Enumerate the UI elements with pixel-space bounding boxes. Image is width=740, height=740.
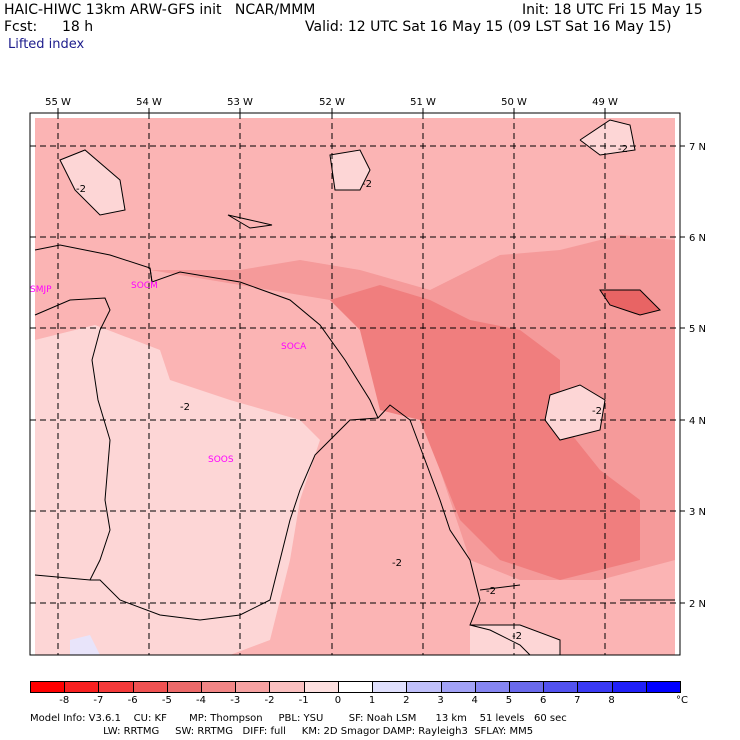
colorbar-swatch [508, 681, 545, 693]
colorbar-swatch [645, 681, 681, 693]
contour-label: -2 [362, 179, 372, 190]
colorbar-swatch [543, 681, 579, 693]
colorbar-unit: °C [676, 695, 688, 706]
colorbar-tick-label: -8 [59, 695, 70, 706]
map-frame [29, 112, 681, 656]
contour-n [329, 149, 371, 191]
valid-time: Valid: 12 UTC Sat 16 May 15 (09 LST Sat … [305, 19, 672, 35]
colorbar-swatch [235, 681, 271, 693]
colorbar-swatch [64, 681, 100, 693]
latlon-grid [30, 113, 680, 655]
contour-label: -2 [592, 406, 602, 417]
field-name: Lifted index [8, 37, 85, 52]
contour-label: -2 [512, 631, 522, 642]
strongest-instability-cell [600, 290, 660, 315]
lat-label-4n: 4 N [689, 416, 706, 427]
lon-label-53w: 53 W [227, 97, 253, 108]
contour-label: -2 [180, 402, 190, 413]
colorbar-tick-label: 3 [437, 695, 444, 706]
colorbar-tick-label: 6 [539, 695, 547, 706]
model-info-line-1: Model Info: V3.6.1 CU: KF MP: Thompson P… [30, 713, 567, 724]
stable-cell-n [330, 150, 370, 190]
colorbar-tick-label: 4 [471, 695, 478, 706]
border-suriname-guyane [34, 297, 111, 581]
colorbar-tick-label: 8 [608, 695, 615, 706]
lat-label-3n: 3 N [689, 507, 706, 518]
colorbar-swatch [166, 681, 203, 693]
colorbar-tick-label: 2 [403, 695, 410, 706]
forecast-label: Fcst: [4, 19, 38, 35]
init-time: Init: 18 UTC Fri 15 May 15 [522, 2, 703, 18]
contour-label: -2 [618, 144, 628, 155]
colorbar-swatch [30, 681, 66, 693]
border-north [149, 267, 153, 283]
colorbar-tick-label: 5 [505, 695, 513, 706]
colorbar-swatch [577, 681, 613, 693]
coastlines-and-borders [34, 244, 531, 655]
forecast-hour: 18 h [62, 19, 94, 35]
stable-land-region [35, 325, 320, 655]
contour-nw [59, 149, 126, 216]
colorbar-tick-label: 1 [368, 695, 376, 706]
shaded-field [30, 113, 680, 655]
colorbar-swatch [611, 681, 647, 693]
colorbar-tick-label: -3 [230, 695, 241, 706]
colorbar-swatch [269, 681, 305, 693]
model-title: HAIC-HIWC 13km ARW-GFS init NCAR/MMM [4, 2, 316, 18]
lon-label-55w: 55 W [45, 97, 71, 108]
colorbar-tick-label: -2 [264, 695, 275, 706]
colorbar-swatch [98, 681, 134, 693]
colorbar-swatch [406, 681, 442, 693]
contour-label: -2 [76, 184, 86, 195]
stable-cell-e [545, 385, 605, 440]
contour-small-north [227, 214, 273, 229]
station-socm: SOCM [131, 281, 158, 291]
colorbar-tick-label: -7 [93, 695, 104, 706]
border-brazil-guyane [90, 417, 379, 621]
station-soos: SOOS [208, 455, 234, 465]
colorbar-swatch [474, 681, 510, 693]
lat-label-6n: 6 N [689, 233, 706, 244]
lifted-index-map: 55 W 54 W 53 W 52 W 51 W 50 W 49 W 7 N 6… [29, 97, 706, 656]
contour-coastal [479, 584, 521, 591]
colorbar-swatch [337, 681, 374, 693]
colorbar-tick-label: -6 [127, 695, 138, 706]
lon-label-49w: 49 W [592, 97, 618, 108]
contour-se [470, 624, 561, 655]
colorbar-tick-label: -5 [161, 695, 172, 706]
lat-label-7n: 7 N [689, 142, 706, 153]
colorbar-tick-label: -1 [298, 695, 309, 706]
frame-ticks [57, 108, 685, 604]
lon-label-51w: 51 W [410, 97, 436, 108]
lon-label-54w: 54 W [136, 97, 162, 108]
model-info-line-2: LW: RRTMG SW: RRTMG DIFF: full KM: 2D Sm… [30, 726, 534, 737]
contour-label: -2 [392, 558, 402, 569]
station-smjp: SMJP [30, 285, 52, 295]
stable-cell-se [470, 625, 560, 655]
colorbar-swatch [132, 681, 168, 693]
contour-label: -2 [486, 586, 496, 597]
colorbar-swatch [440, 681, 476, 693]
lat-label-5n: 5 N [689, 324, 706, 335]
colorbar-swatch [372, 681, 408, 693]
stable-cell-nw [60, 150, 125, 215]
strong-instability-region [330, 285, 640, 580]
lon-label-52w: 52 W [319, 97, 345, 108]
colorbar-tick-label: -4 [196, 695, 207, 706]
neutral-patch [70, 635, 100, 655]
contour-strong-cell [599, 289, 661, 316]
colorbar-swatch [201, 681, 237, 693]
lat-label-2n: 2 N [689, 599, 706, 610]
station-soca: SOCA [281, 342, 307, 352]
colorbar-tick-label: 0 [334, 695, 342, 706]
colorbar-tick-label: 7 [574, 695, 581, 706]
colorbar-swatch [303, 681, 339, 693]
lon-label-50w: 50 W [501, 97, 527, 108]
